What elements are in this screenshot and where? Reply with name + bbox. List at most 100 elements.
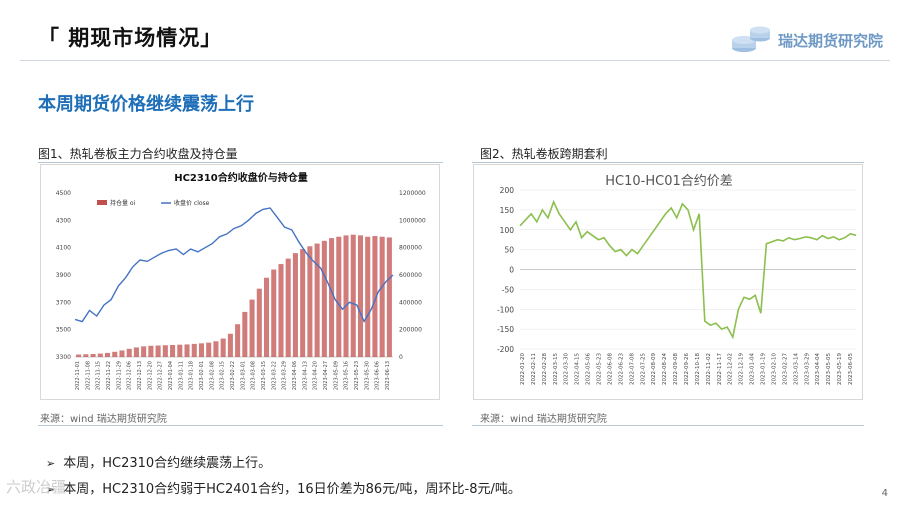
x-tick-label: 2022-12-02 xyxy=(728,353,734,385)
oi-bar xyxy=(198,343,205,357)
y-left-tick-label: 4300 xyxy=(56,217,71,224)
oi-bar xyxy=(191,343,197,357)
x-tick-label: 2023-02-15 xyxy=(220,361,226,390)
y-right-tick-label: 1200000 xyxy=(399,190,426,197)
x-tick-label: 2022-07-25 xyxy=(640,353,646,385)
x-tick-label: 2023-05-16 xyxy=(344,361,350,390)
oi-bar xyxy=(112,351,118,357)
y-right-tick-label: 1000000 xyxy=(399,217,426,224)
oi-bar xyxy=(227,333,233,357)
oi-bar xyxy=(133,347,139,357)
x-tick-label: 2022-09-08 xyxy=(673,353,679,385)
y-right-tick-label: 0 xyxy=(399,354,403,361)
x-tick-label: 2022-11-17 xyxy=(717,353,723,385)
x-tick-label: 2023-04-06 xyxy=(292,361,298,390)
x-tick-label: 2022-08-09 xyxy=(651,353,657,385)
oi-bar xyxy=(365,236,371,357)
x-tick-label: 2023-03-14 xyxy=(793,353,799,385)
oi-bar xyxy=(336,236,342,357)
figure-1-source-rule xyxy=(38,425,443,426)
oi-bar xyxy=(104,352,111,357)
oi-bar xyxy=(300,249,306,357)
bullet-text-2: 本周，HC2310合约弱于HC2401合约，16日价差为86元/吨，周环比-8元… xyxy=(63,482,521,497)
chart-1-svg: HC2310合约收盘价与持仓量 4500 4300 4100 3900 3700 3500 3… xyxy=(56,171,426,390)
x-tick-label: 2023-06-13 xyxy=(385,361,391,390)
x-tick-label: 2022-06-23 xyxy=(618,353,624,385)
y-tick-label: -100 xyxy=(497,305,514,314)
oi-bar xyxy=(126,348,132,357)
header-divider xyxy=(20,60,890,61)
x-tick-label: 2023-03-22 xyxy=(271,361,277,390)
x-tick-label: 2022-12-27 xyxy=(158,361,164,390)
x-tick-label: 2023-03-01 xyxy=(240,361,246,390)
x-tick-label: 2022-11-01 xyxy=(75,361,81,390)
legend-oi-swatch xyxy=(97,200,107,205)
x-tick-label: 2023-05-05 xyxy=(826,353,832,385)
y-right-tick-label: 200000 xyxy=(399,327,422,334)
oi-bar xyxy=(97,353,103,357)
oi-bar xyxy=(76,354,82,357)
bullet-text-1: 本周，HC2310合约继续震荡上行。 xyxy=(63,456,272,471)
chart-2-svg: HC10-HC01合约价差 200 150 100 50 0 -50 -100 -150 -200… xyxy=(497,174,857,385)
x-tick-label: 2023-03-29 xyxy=(804,353,810,385)
chart-2-panel: HC10-HC01合约价差 200 150 100 50 0 -50 -100 -150 -200… xyxy=(473,164,863,400)
oi-bar xyxy=(83,354,89,357)
x-tick-label: 2023-06-05 xyxy=(848,353,854,385)
oi-bar xyxy=(213,341,219,357)
x-tick-label: 2022-11-02 xyxy=(706,353,712,385)
x-tick-label: 2022-12-19 xyxy=(739,353,745,385)
figure-2-source-rule xyxy=(472,425,864,426)
x-tick-label: 2023-05-19 xyxy=(837,353,843,385)
oi-bar xyxy=(235,324,241,357)
y-left-tick-label: 4500 xyxy=(56,190,71,197)
figure-2-caption: 图2、热轧卷板跨期套利 xyxy=(480,147,608,161)
y-right-tick-label: 800000 xyxy=(399,245,422,252)
y-tick-label: 100 xyxy=(500,226,515,235)
x-tick-label: 2023-01-19 xyxy=(761,353,767,385)
page-title: 「 期现市场情况」 xyxy=(38,26,223,50)
y-tick-label: 50 xyxy=(504,246,514,255)
arrow-bullet-icon: ➢ xyxy=(46,483,56,496)
oi-bar xyxy=(90,353,96,357)
y-tick-label: -50 xyxy=(502,285,514,294)
page-number: 4 xyxy=(881,488,888,499)
oi-bar xyxy=(386,237,392,357)
x-tick-label: 2022-03-30 xyxy=(564,353,570,385)
oi-bar xyxy=(256,288,262,357)
oi-bar xyxy=(357,235,364,357)
x-tick-label: 2022-08-24 xyxy=(662,353,668,385)
y-tick-label: 150 xyxy=(500,206,515,215)
x-tick-label: 2022-02-28 xyxy=(542,353,548,385)
x-tick-label: 2023-03-29 xyxy=(282,361,288,390)
oi-bar xyxy=(372,236,378,357)
oi-bar xyxy=(278,264,284,357)
y-right-tick-label: 400000 xyxy=(399,299,422,306)
spread-line xyxy=(519,199,857,340)
x-tick-label: 2022-11-22 xyxy=(106,361,112,390)
oi-bar xyxy=(141,346,147,357)
x-tick-label: 2023-04-20 xyxy=(313,361,319,390)
x-tick-label: 2023-04-27 xyxy=(323,361,329,390)
x-tick-label: 2023-03-08 xyxy=(251,361,257,390)
x-tick-label: 2022-04-15 xyxy=(575,353,581,385)
x-tick-label: 2023-01-11 xyxy=(178,361,184,390)
x-tick-label: 2023-01-04 xyxy=(168,361,174,390)
x-tick-label: 2022-10-18 xyxy=(695,353,701,385)
close-price-line xyxy=(74,207,394,324)
oi-bar xyxy=(184,344,190,357)
x-tick-label: 2022-01-20 xyxy=(520,353,526,385)
oi-bar xyxy=(242,311,248,357)
oi-bar xyxy=(343,235,349,357)
x-tick-label: 2022-12-13 xyxy=(137,361,143,390)
x-tick-label: 2023-04-04 xyxy=(815,353,821,385)
x-tick-label: 2023-03-15 xyxy=(261,361,267,390)
figure-2-source: 来源：wind 瑞达期货研究院 xyxy=(480,414,607,425)
x-tick-label: 2022-06-08 xyxy=(607,353,613,385)
oi-bar xyxy=(177,344,183,357)
chart-1-title: HC2310合约收盘价与持仓量 xyxy=(174,171,308,184)
x-tick-label: 2023-02-01 xyxy=(199,361,205,390)
oi-bar xyxy=(263,277,270,357)
oi-bar xyxy=(206,342,212,357)
chart-2-title: HC10-HC01合约价差 xyxy=(605,174,732,189)
oi-bar xyxy=(220,338,226,357)
